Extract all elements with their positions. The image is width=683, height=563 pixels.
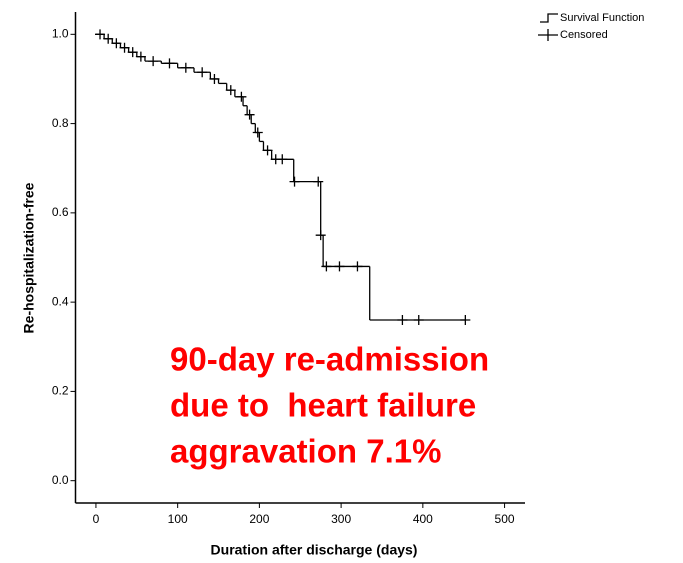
legend-swatch [540, 13, 558, 23]
censored-mark [315, 230, 326, 241]
x-tick-label: 200 [249, 512, 269, 526]
censored-mark [413, 314, 424, 325]
y-tick-label: 0.0 [52, 473, 69, 487]
censored-mark [277, 154, 288, 165]
x-tick-label: 300 [331, 512, 351, 526]
x-axis-label: Duration after discharge (days) [211, 542, 418, 558]
censored-mark [289, 176, 300, 187]
censored-mark [119, 42, 130, 53]
y-tick-label: 0.8 [52, 116, 69, 130]
censored-mark [262, 145, 273, 156]
censored-mark [313, 176, 324, 187]
y-tick-label: 0.4 [52, 294, 69, 308]
censored-mark [460, 314, 471, 325]
censored-mark [252, 127, 263, 138]
x-tick-label: 400 [413, 512, 433, 526]
annotation: due to heart failure [170, 387, 476, 424]
censored-mark [135, 51, 146, 62]
censored-mark [103, 33, 114, 44]
censored-mark [111, 38, 122, 49]
censored-mark [95, 29, 106, 40]
censored-mark [334, 261, 345, 272]
censored-mark [397, 314, 408, 325]
censored-mark [127, 47, 138, 58]
censored-mark [352, 261, 363, 272]
censored-mark [236, 91, 247, 102]
y-tick-label: 0.2 [52, 384, 69, 398]
censored-mark [197, 67, 208, 78]
censored-mark [321, 261, 332, 272]
y-tick-label: 1.0 [52, 26, 69, 40]
censored-mark [244, 109, 255, 120]
legend-label: Censored [560, 29, 608, 41]
censored-mark [164, 58, 175, 69]
x-tick-label: 100 [168, 512, 188, 526]
censored-mark [148, 56, 159, 67]
annotation: aggravation 7.1% [170, 433, 441, 470]
legend-swatch [538, 29, 558, 41]
censored-mark [225, 85, 236, 96]
x-tick-label: 0 [93, 512, 100, 526]
y-tick-label: 0.6 [52, 205, 69, 219]
legend-label: Survival Function [560, 12, 644, 24]
x-tick-label: 500 [495, 512, 515, 526]
censored-mark [180, 62, 191, 73]
annotation: 90-day re-admission [170, 341, 489, 378]
censored-mark [209, 73, 220, 84]
y-axis-label: Re-hospitalization-free [21, 182, 37, 333]
